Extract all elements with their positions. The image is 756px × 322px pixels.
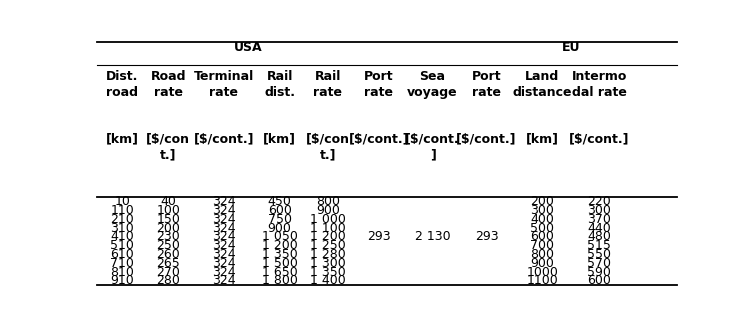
Text: Intermo
dal rate: Intermo dal rate xyxy=(572,70,627,99)
Text: EU: EU xyxy=(562,41,580,54)
Text: 900: 900 xyxy=(268,222,292,235)
Text: 300: 300 xyxy=(530,204,554,217)
Text: 500: 500 xyxy=(530,222,554,235)
Text: 1 400: 1 400 xyxy=(310,274,345,288)
Text: 1 280: 1 280 xyxy=(310,248,345,261)
Text: 310: 310 xyxy=(110,222,135,235)
Text: 510: 510 xyxy=(110,239,135,252)
Text: 324: 324 xyxy=(212,274,236,288)
Text: Rail
rate: Rail rate xyxy=(313,70,342,99)
Text: 270: 270 xyxy=(156,266,180,279)
Text: 610: 610 xyxy=(110,248,135,261)
Text: 1 350: 1 350 xyxy=(310,266,345,279)
Text: 800: 800 xyxy=(316,195,339,208)
Text: [km]: [km] xyxy=(263,133,296,146)
Text: Road
rate: Road rate xyxy=(150,70,186,99)
Text: Land
distance: Land distance xyxy=(513,70,572,99)
Text: [$/cont.]: [$/cont.] xyxy=(349,133,409,146)
Text: 1 300: 1 300 xyxy=(310,257,345,270)
Text: 515: 515 xyxy=(587,239,611,252)
Text: USA: USA xyxy=(234,41,262,54)
Text: 370: 370 xyxy=(587,213,611,226)
Text: 810: 810 xyxy=(110,266,135,279)
Text: 440: 440 xyxy=(587,222,611,235)
Text: 324: 324 xyxy=(212,231,236,243)
Text: 600: 600 xyxy=(587,274,611,288)
Text: 230: 230 xyxy=(156,231,180,243)
Text: 200: 200 xyxy=(156,222,180,235)
Text: Sea
voyage: Sea voyage xyxy=(407,70,458,99)
Text: 260: 260 xyxy=(156,248,180,261)
Text: 250: 250 xyxy=(156,239,180,252)
Text: 1 200: 1 200 xyxy=(310,231,345,243)
Text: 1 100: 1 100 xyxy=(310,222,345,235)
Text: 1 500: 1 500 xyxy=(262,257,298,270)
Text: 600: 600 xyxy=(530,231,554,243)
Text: 220: 220 xyxy=(587,195,611,208)
Text: 324: 324 xyxy=(212,195,236,208)
Text: 280: 280 xyxy=(156,274,180,288)
Text: 293: 293 xyxy=(475,231,498,243)
Text: [$/cont.]: [$/cont.] xyxy=(456,133,516,146)
Text: 450: 450 xyxy=(268,195,292,208)
Text: 1 050: 1 050 xyxy=(262,231,298,243)
Text: 1100: 1100 xyxy=(526,274,558,288)
Text: 324: 324 xyxy=(212,222,236,235)
Text: 900: 900 xyxy=(530,257,554,270)
Text: 570: 570 xyxy=(587,257,612,270)
Text: 324: 324 xyxy=(212,213,236,226)
Text: [$/con
t.]: [$/con t.] xyxy=(147,133,191,162)
Text: 1 250: 1 250 xyxy=(310,239,345,252)
Text: 293: 293 xyxy=(367,231,390,243)
Text: 410: 410 xyxy=(110,231,135,243)
Text: 700: 700 xyxy=(530,239,554,252)
Text: [km]: [km] xyxy=(525,133,559,146)
Text: 1000: 1000 xyxy=(526,266,558,279)
Text: 800: 800 xyxy=(530,248,554,261)
Text: 324: 324 xyxy=(212,248,236,261)
Text: 480: 480 xyxy=(587,231,611,243)
Text: Terminal
rate: Terminal rate xyxy=(194,70,254,99)
Text: 750: 750 xyxy=(268,213,292,226)
Text: [$/con
t.]: [$/con t.] xyxy=(305,133,350,162)
Text: Rail
dist.: Rail dist. xyxy=(264,70,295,99)
Text: 1 000: 1 000 xyxy=(310,213,345,226)
Text: 900: 900 xyxy=(316,204,339,217)
Text: Dist.
road: Dist. road xyxy=(106,70,138,99)
Text: 40: 40 xyxy=(160,195,176,208)
Text: 300: 300 xyxy=(587,204,611,217)
Text: 2 130: 2 130 xyxy=(415,231,451,243)
Text: 600: 600 xyxy=(268,204,292,217)
Text: 910: 910 xyxy=(110,274,135,288)
Text: Port
rate: Port rate xyxy=(472,70,501,99)
Text: [$/cont.]: [$/cont.] xyxy=(569,133,630,146)
Text: 1 350: 1 350 xyxy=(262,248,298,261)
Text: 100: 100 xyxy=(156,204,180,217)
Text: 400: 400 xyxy=(530,213,554,226)
Text: [km]: [km] xyxy=(106,133,139,146)
Text: 710: 710 xyxy=(110,257,135,270)
Text: 110: 110 xyxy=(110,204,135,217)
Text: 210: 210 xyxy=(110,213,135,226)
Text: [$/cont.
]: [$/cont. ] xyxy=(405,133,460,162)
Text: 550: 550 xyxy=(587,248,612,261)
Text: 590: 590 xyxy=(587,266,611,279)
Text: 1 200: 1 200 xyxy=(262,239,298,252)
Text: 324: 324 xyxy=(212,257,236,270)
Text: 1 800: 1 800 xyxy=(262,274,298,288)
Text: 324: 324 xyxy=(212,239,236,252)
Text: 200: 200 xyxy=(530,195,554,208)
Text: 324: 324 xyxy=(212,204,236,217)
Text: Port
rate: Port rate xyxy=(364,70,393,99)
Text: 265: 265 xyxy=(156,257,180,270)
Text: 324: 324 xyxy=(212,266,236,279)
Text: 1 650: 1 650 xyxy=(262,266,298,279)
Text: 10: 10 xyxy=(114,195,130,208)
Text: 150: 150 xyxy=(156,213,180,226)
Text: [$/cont.]: [$/cont.] xyxy=(194,133,254,146)
